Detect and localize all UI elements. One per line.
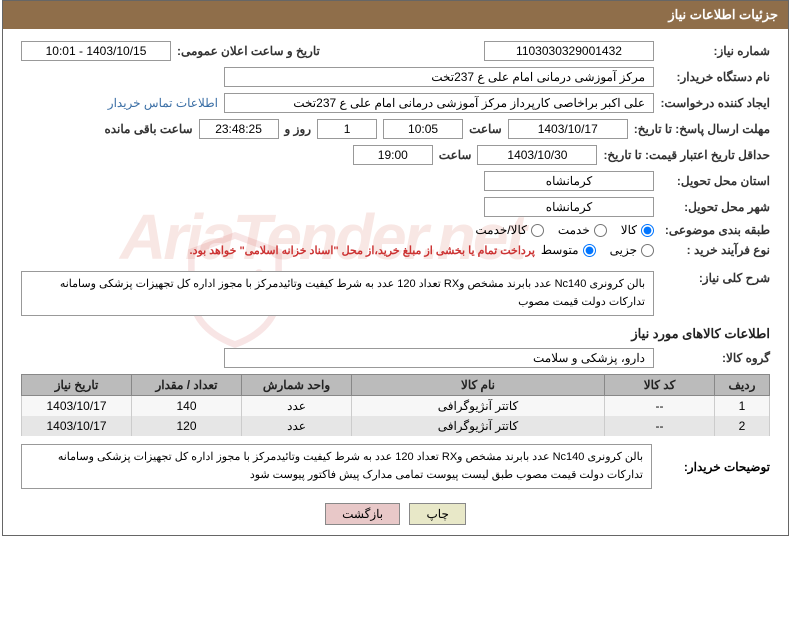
process-note: پرداخت تمام یا بخشی از مبلغ خرید،از محل … (190, 244, 535, 257)
requester-label: ایجاد کننده درخواست: (660, 96, 770, 110)
form-content: شماره نیاز: 1103030329001432 تاریخ و ساع… (3, 29, 788, 535)
th-date: تاریخ نیاز (22, 375, 132, 396)
th-unit: واحد شمارش (242, 375, 352, 396)
row-buyer-desc: توضیحات خریدار: بالن کرونری Nc140 عدد با… (21, 444, 770, 489)
buyer-contact-link[interactable]: اطلاعات تماس خریدار (108, 96, 218, 110)
table-header-row: ردیف کد کالا نام کالا واحد شمارش تعداد /… (22, 375, 770, 396)
goods-section-title: اطلاعات کالاهای مورد نیاز (21, 326, 770, 342)
radio-kala-label: کالا (621, 223, 637, 237)
process-label: نوع فرآیند خرید : (660, 243, 770, 257)
goods-table: ردیف کد کالا نام کالا واحد شمارش تعداد /… (21, 374, 770, 436)
back-button[interactable]: بازگشت (325, 503, 400, 525)
radio-partial[interactable]: جزیی (610, 243, 654, 257)
deadline-reply-time: 10:05 (383, 119, 463, 139)
row-province: استان محل تحویل: کرمانشاه (21, 171, 770, 191)
radio-medium-label: متوسط (541, 243, 579, 257)
radio-partial-input[interactable] (641, 244, 654, 257)
button-row: چاپ بازگشت (21, 503, 770, 525)
city-label: شهر محل تحویل: (660, 200, 770, 214)
page-title: جزئیات اطلاعات نیاز (668, 7, 778, 22)
radio-both[interactable]: کالا/خدمت (475, 223, 543, 237)
table-row: 2 -- کاتتر آنژیوگرافی عدد 120 1403/10/17 (22, 416, 770, 436)
cell-n: 2 (715, 416, 770, 436)
desc-label: شرح کلی نیاز: (660, 271, 770, 285)
province-value: کرمانشاه (484, 171, 654, 191)
category-radios: کالا خدمت کالا/خدمت (475, 223, 654, 237)
row-need-number: شماره نیاز: 1103030329001432 تاریخ و ساع… (21, 41, 770, 61)
radio-both-input[interactable] (531, 224, 544, 237)
time-label-1: ساعت (469, 122, 502, 136)
print-button[interactable]: چاپ (409, 503, 465, 525)
th-name: نام کالا (352, 375, 605, 396)
min-valid-time: 19:00 (353, 145, 433, 165)
cell-unit: عدد (242, 416, 352, 436)
cell-n: 1 (715, 396, 770, 417)
need-no-label: شماره نیاز: (660, 44, 770, 58)
category-label: طبقه بندی موضوعی: (660, 223, 770, 237)
buyer-desc-text: بالن کرونری Nc140 عدد بابرند مشخص وRX تع… (21, 444, 652, 489)
group-value: دارو، پزشکی و سلامت (224, 348, 654, 368)
city-value: کرمانشاه (484, 197, 654, 217)
cell-unit: عدد (242, 396, 352, 417)
row-desc: شرح کلی نیاز: بالن کرونری Nc140 عدد بابر… (21, 271, 770, 316)
buyer-org-value: مرکز آموزشی درمانی امام علی ع 237تخت (224, 67, 654, 87)
requester-value: علی اکبر براخاصی کارپرداز مرکز آموزشی در… (224, 93, 654, 113)
announce-date-value: 1403/10/15 - 10:01 (21, 41, 171, 61)
desc-text: بالن کرونری Nc140 عدد بابرند مشخص وRX تع… (21, 271, 654, 316)
th-qty: تعداد / مقدار (132, 375, 242, 396)
radio-khadamat[interactable]: خدمت (558, 223, 607, 237)
radio-medium[interactable]: متوسط (541, 243, 596, 257)
row-city: شهر محل تحویل: کرمانشاه (21, 197, 770, 217)
table-row: 1 -- کاتتر آنژیوگرافی عدد 140 1403/10/17 (22, 396, 770, 417)
page-title-bar: جزئیات اطلاعات نیاز (3, 1, 788, 29)
row-group: گروه کالا: دارو، پزشکی و سلامت (21, 348, 770, 368)
cell-name: کاتتر آنژیوگرافی (352, 416, 605, 436)
row-process: نوع فرآیند خرید : جزیی متوسط پرداخت تمام… (21, 243, 770, 257)
row-category: طبقه بندی موضوعی: کالا خدمت کالا/خدمت (21, 223, 770, 237)
row-requester: ایجاد کننده درخواست: علی اکبر براخاصی کا… (21, 93, 770, 113)
radio-kala[interactable]: کالا (621, 223, 654, 237)
row-min-valid: حداقل تاریخ اعتبار قیمت: تا تاریخ: 1403/… (21, 145, 770, 165)
row-buyer-org: نام دستگاه خریدار: مرکز آموزشی درمانی ام… (21, 67, 770, 87)
cell-date: 1403/10/17 (22, 396, 132, 417)
radio-kala-input[interactable] (641, 224, 654, 237)
th-row: ردیف (715, 375, 770, 396)
days-suffix: روز و (285, 122, 312, 136)
cell-code: -- (605, 396, 715, 417)
radio-both-label: کالا/خدمت (475, 223, 526, 237)
th-code: کد کالا (605, 375, 715, 396)
page-container: جزئیات اطلاعات نیاز شماره نیاز: 11030303… (2, 0, 789, 536)
min-valid-date: 1403/10/30 (477, 145, 597, 165)
time-remaining: 23:48:25 (199, 119, 279, 139)
cell-qty: 120 (132, 416, 242, 436)
time-suffix: ساعت باقی مانده (104, 122, 192, 136)
need-no-value: 1103030329001432 (484, 41, 654, 61)
radio-medium-input[interactable] (583, 244, 596, 257)
min-valid-label: حداقل تاریخ اعتبار قیمت: تا تاریخ: (603, 148, 770, 162)
group-label: گروه کالا: (660, 351, 770, 365)
cell-date: 1403/10/17 (22, 416, 132, 436)
days-remaining: 1 (317, 119, 377, 139)
province-label: استان محل تحویل: (660, 174, 770, 188)
row-deadline-reply: مهلت ارسال پاسخ: تا تاریخ: 1403/10/17 سا… (21, 119, 770, 139)
buyer-desc-label: توضیحات خریدار: (660, 444, 770, 489)
deadline-reply-date: 1403/10/17 (508, 119, 628, 139)
buyer-org-label: نام دستگاه خریدار: (660, 70, 770, 84)
process-radios: جزیی متوسط (541, 243, 654, 257)
cell-name: کاتتر آنژیوگرافی (352, 396, 605, 417)
cell-code: -- (605, 416, 715, 436)
radio-khadamat-label: خدمت (558, 223, 590, 237)
radio-partial-label: جزیی (610, 243, 637, 257)
cell-qty: 140 (132, 396, 242, 417)
radio-khadamat-input[interactable] (594, 224, 607, 237)
time-label-2: ساعت (439, 148, 472, 162)
announce-date-label: تاریخ و ساعت اعلان عمومی: (177, 44, 320, 58)
deadline-reply-label: مهلت ارسال پاسخ: تا تاریخ: (634, 122, 770, 136)
